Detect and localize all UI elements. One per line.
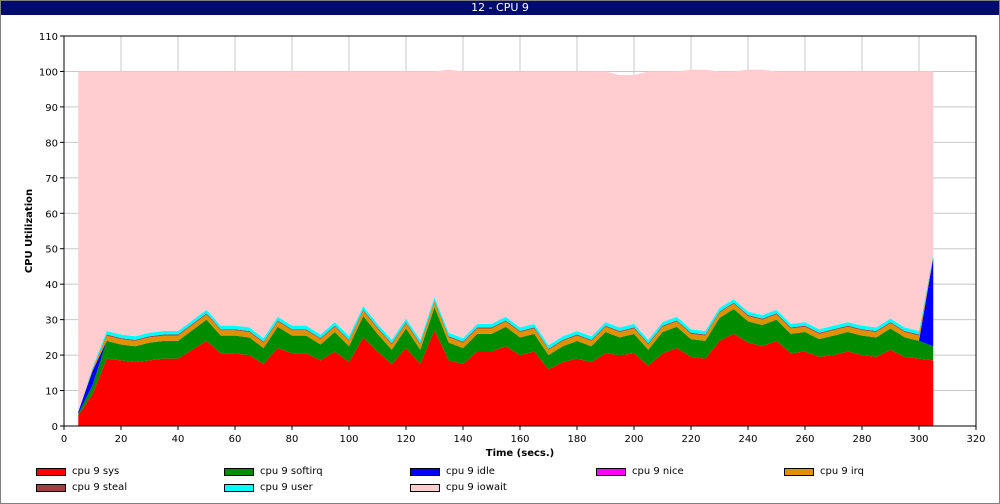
y-tick-label: 0 (52, 422, 58, 433)
y-tick-label: 60 (45, 209, 58, 220)
y-tick-label: 80 (45, 138, 58, 149)
cpu-utilization-chart: 0 20 40 60 80 100 120 140 160 180 200 220 240 260 280 3… (24, 32, 986, 459)
y-tick-label: 70 (45, 174, 58, 185)
window-title: 12 - CPU 9 (1, 1, 999, 15)
legend-label: cpu 9 sys (72, 466, 120, 477)
x-tick-label: 240 (738, 434, 757, 445)
x-axis-label: Time (secs.) (486, 448, 555, 459)
legend-label: cpu 9 idle (446, 466, 495, 477)
x-tick-label: 300 (909, 434, 928, 445)
x-tick-label: 0 (61, 434, 67, 445)
y-axis-label: CPU Utilization (24, 189, 35, 273)
legend-swatch (596, 468, 626, 476)
x-tick-label: 100 (339, 434, 358, 445)
x-tick-label: 160 (510, 434, 529, 445)
legend-swatch (224, 468, 254, 476)
y-tick-label: 20 (45, 351, 58, 362)
x-tick-label: 180 (567, 434, 586, 445)
legend-label: cpu 9 softirq (260, 466, 323, 477)
y-tick-label: 110 (39, 32, 58, 43)
legend-label: cpu 9 steal (72, 482, 128, 493)
area-series-cpu-9-softirq (78, 307, 934, 416)
y-tick-label: 30 (45, 316, 58, 327)
y-tick-label: 90 (45, 103, 58, 114)
legend-swatch (224, 484, 254, 492)
x-tick-label: 260 (795, 434, 814, 445)
area-series-cpu-9-sys (78, 330, 934, 426)
y-tick-label: 40 (45, 280, 58, 291)
x-tick-label: 20 (115, 434, 128, 445)
area-series-cpu-9-iowait (78, 69, 934, 412)
legend-label: cpu 9 irq (820, 466, 864, 477)
legend-label: cpu 9 nice (632, 466, 684, 477)
legend-swatch (410, 484, 440, 492)
x-tick-label: 200 (624, 434, 643, 445)
y-tick-label: 10 (45, 387, 58, 398)
legend-swatch (410, 468, 440, 476)
x-tick-label: 140 (453, 434, 472, 445)
legend-swatch (36, 468, 66, 476)
legend-label: cpu 9 iowait (446, 482, 507, 493)
x-tick-label: 120 (396, 434, 415, 445)
chart-legend: cpu 9 sys cpu 9 softirq cpu 9 idle cpu 9 ni… (0, 464, 1000, 504)
legend-swatch (36, 484, 66, 492)
x-tick-label: 220 (681, 434, 700, 445)
x-tick-label: 280 (852, 434, 871, 445)
x-tick-label: 40 (172, 434, 185, 445)
y-tick-label: 50 (45, 245, 58, 256)
area-series-cpu-9-irq (78, 255, 934, 412)
y-tick-label: 100 (39, 67, 58, 78)
x-tick-label: 60 (229, 434, 242, 445)
legend-swatch (784, 468, 814, 476)
x-tick-label: 80 (286, 434, 299, 445)
legend-label: cpu 9 user (260, 482, 313, 493)
x-tick-label: 320 (966, 434, 985, 445)
